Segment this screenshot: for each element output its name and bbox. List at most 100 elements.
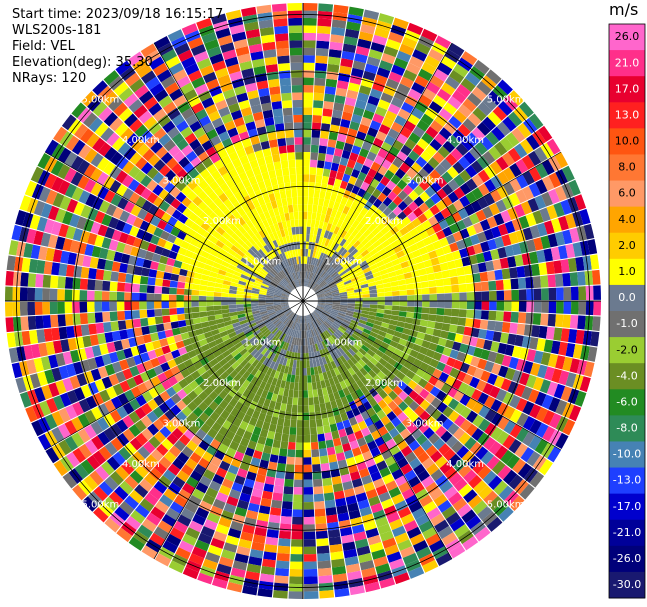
- range-gate: [171, 266, 181, 275]
- range-gate: [472, 107, 487, 122]
- range-gate: [331, 289, 339, 294]
- range-gate: [390, 314, 399, 321]
- range-gate: [480, 136, 494, 151]
- range-gate: [450, 276, 459, 285]
- range-gate: [282, 167, 290, 176]
- range-gate: [246, 228, 255, 238]
- range-gate: [275, 288, 283, 293]
- range-gate: [133, 327, 143, 337]
- range-gate: [303, 434, 311, 443]
- range-gate: [202, 269, 211, 276]
- range-gate: [246, 279, 255, 285]
- range-gate: [274, 264, 281, 273]
- range-gate: [67, 252, 77, 265]
- range-gate: [291, 337, 296, 345]
- range-gate: [218, 399, 229, 410]
- range-gate: [287, 242, 292, 251]
- range-gate: [387, 190, 398, 202]
- range-gate: [494, 236, 505, 249]
- range-gate: [398, 338, 408, 347]
- range-gate: [349, 322, 358, 328]
- range-gate: [448, 324, 458, 333]
- range-gate: [417, 68, 433, 82]
- range-gate: [209, 358, 219, 367]
- range-gate: [417, 451, 430, 464]
- range-gate: [337, 459, 348, 469]
- range-gate: [317, 278, 324, 286]
- range-gate: [351, 279, 360, 285]
- range-gate: [526, 239, 537, 253]
- range-gate: [83, 178, 97, 193]
- range-gate: [497, 247, 507, 259]
- range-gate: [427, 157, 440, 169]
- range-gate: [370, 447, 381, 458]
- range-gate: [182, 566, 199, 580]
- range-gate: [263, 49, 277, 59]
- range-gate: [196, 17, 213, 30]
- range-gate: [432, 94, 447, 108]
- range-gate: [317, 560, 332, 569]
- range-gate: [222, 284, 231, 290]
- range-gate: [234, 506, 248, 517]
- range-gate: [353, 138, 364, 148]
- range-gate: [313, 493, 325, 502]
- range-gate: [464, 436, 477, 450]
- range-gate: [269, 314, 278, 320]
- range-gate: [327, 521, 340, 531]
- range-gate: [203, 245, 213, 254]
- range-gate: [163, 272, 172, 281]
- range-gate: [356, 325, 365, 332]
- range-gate: [233, 270, 242, 277]
- range-gate: [115, 371, 127, 383]
- range-gate: [441, 323, 451, 332]
- range-gate: [326, 184, 334, 193]
- range-gate: [214, 282, 223, 289]
- range-gate: [348, 348, 356, 357]
- range-gate: [382, 318, 391, 324]
- range-gate: [27, 287, 36, 301]
- range-gate: [173, 495, 188, 508]
- range-gate: [140, 403, 153, 415]
- range-gate: [278, 348, 285, 357]
- range-gate: [285, 310, 292, 316]
- range-gate: [383, 45, 399, 58]
- range-gate: [403, 120, 416, 132]
- range-gate: [482, 470, 497, 485]
- range-gate: [210, 345, 220, 354]
- range-gate: [303, 405, 309, 413]
- range-gate: [456, 266, 465, 276]
- range-gate: [80, 266, 90, 279]
- colorbar-swatch: [609, 102, 645, 129]
- range-gate: [390, 280, 399, 287]
- range-gate: [279, 315, 287, 321]
- range-gate: [421, 132, 434, 145]
- range-gate: [251, 541, 265, 552]
- colorbar-tick-label: -21.0: [613, 526, 641, 539]
- range-gate: [282, 357, 288, 366]
- range-gate: [445, 511, 461, 526]
- range-gate: [315, 62, 328, 72]
- range-gate: [132, 318, 142, 328]
- range-gate: [397, 316, 407, 323]
- range-gate: [283, 289, 291, 295]
- range-gate: [314, 220, 320, 229]
- range-gate: [299, 360, 303, 369]
- range-gate: [490, 412, 504, 427]
- range-gate: [303, 152, 311, 160]
- range-gate: [78, 144, 92, 159]
- colorbar-tick-label: -26.0: [613, 552, 641, 565]
- range-gate: [230, 109, 243, 121]
- range-gate: [541, 159, 555, 175]
- range-gate: [376, 221, 386, 231]
- range-gate: [263, 398, 271, 408]
- range-gate: [207, 281, 216, 288]
- range-gate: [403, 322, 413, 330]
- range-gate: [353, 353, 361, 362]
- range-gate: [377, 399, 388, 410]
- range-gate: [503, 181, 516, 196]
- range-gate: [284, 318, 290, 326]
- range-gate: [242, 351, 251, 359]
- range-gate: [98, 200, 111, 214]
- range-gate: [244, 312, 253, 317]
- range-gate: [272, 362, 279, 371]
